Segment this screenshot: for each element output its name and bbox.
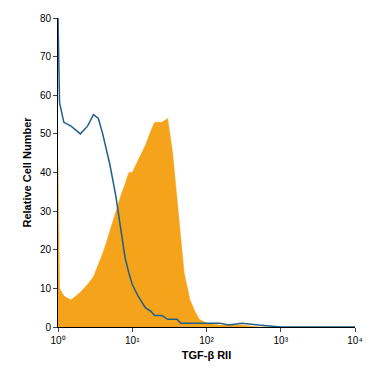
svg-text:50: 50 [40,128,52,139]
svg-text:20: 20 [40,244,52,255]
svg-text:10¹: 10¹ [125,335,140,346]
svg-text:10²: 10² [199,335,214,346]
svg-text:40: 40 [40,167,52,178]
svg-text:60: 60 [40,90,52,101]
svg-text:10⁴: 10⁴ [347,335,362,346]
svg-text:70: 70 [40,51,52,62]
svg-text:30: 30 [40,206,52,217]
svg-text:10: 10 [40,283,52,294]
svg-text:TGF-β RII: TGF-β RII [182,349,231,361]
svg-text:Relative Cell Number: Relative Cell Number [21,117,33,228]
svg-text:80: 80 [40,13,52,24]
svg-text:0: 0 [45,322,51,333]
svg-text:10⁰: 10⁰ [50,335,65,346]
svg-text:10³: 10³ [274,335,289,346]
